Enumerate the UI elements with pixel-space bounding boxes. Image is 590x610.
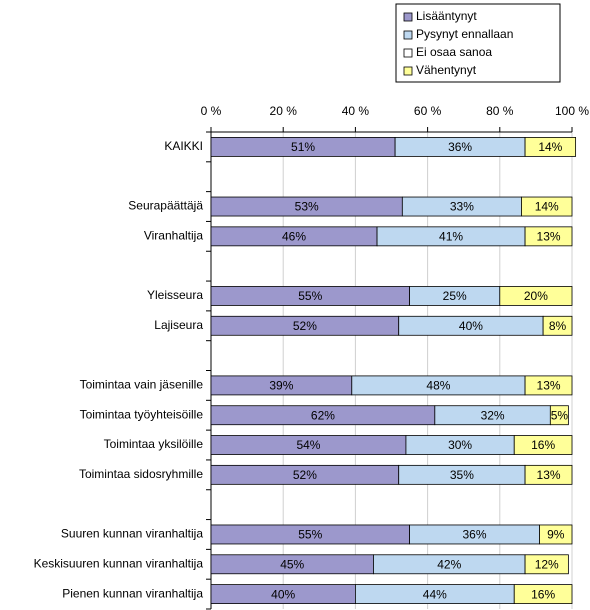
value-label: 13% [537,468,561,482]
value-label: 20% [524,289,548,303]
y-tick-label: Toimintaa työyhteisöille [80,407,204,421]
value-label: 30% [448,438,472,452]
legend-box [395,3,561,83]
value-label: 36% [463,528,487,542]
value-label: 12% [535,557,559,571]
value-label: 14% [538,140,562,154]
value-label: 40% [271,587,295,601]
bar-segment [521,196,573,217]
legend-label: Ei osaa sanoa [416,45,492,59]
y-tick-label: Suuren kunnan viranhaltija [61,527,203,541]
legend-swatch [403,12,413,22]
legend-swatch [403,48,413,58]
value-label: 48% [426,379,450,393]
y-tick-label: KAIKKI [164,139,203,153]
y-tick-label: Viranhaltija [144,229,203,243]
y-tick-label: Seurapäättäjä [128,199,203,213]
value-label: 16% [531,438,555,452]
y-tick-label: Lajiseura [154,318,203,332]
bar-segment [539,524,573,545]
bar-segment [513,435,573,455]
x-tick-label: 20 % [270,104,298,118]
x-tick-label: 60 % [414,104,442,118]
value-label: 53% [295,200,319,214]
value-label: 8% [549,319,567,333]
value-label: 33% [450,200,474,214]
value-label: 13% [537,230,561,244]
y-tick-label: Toimintaa sidosryhmille [79,467,203,481]
value-label: 52% [293,319,317,333]
value-label: 9% [547,528,565,542]
value-label: 42% [437,557,461,571]
value-label: 13% [537,379,561,393]
value-label: 16% [531,587,555,601]
legend-label: Vähentynyt [416,63,477,77]
bar-segment [513,584,573,604]
legend-label: Pysynyt ennallaan [416,27,513,41]
legend-swatch [403,66,413,76]
value-label: 32% [481,408,505,422]
value-label: 41% [439,230,463,244]
x-tick-label: 100 % [555,104,589,118]
legend-label: Lisääntynyt [416,9,477,23]
value-label: 40% [459,319,483,333]
bar-segment [524,137,577,157]
value-label: 51% [291,140,315,154]
value-label: 52% [293,468,317,482]
y-tick-label: Keskisuuren kunnan viranhaltija [34,556,204,570]
bar-segment [499,286,573,306]
x-tick-label: 80 % [486,104,514,118]
value-label: 36% [448,140,472,154]
value-label: 62% [311,408,335,422]
value-label: 55% [298,289,322,303]
value-label: 35% [450,468,474,482]
y-tick-label: Pienen kunnan viranhaltija [62,586,203,600]
bar-segment [524,226,573,247]
value-label: 46% [282,230,306,244]
value-label: 25% [443,289,467,303]
value-label: 44% [423,587,447,601]
y-tick-label: Toimintaa yksilöille [104,437,204,451]
value-label: 54% [296,438,320,452]
legend-swatch [403,30,413,40]
y-tick-label: Yleisseura [147,288,203,302]
bar-segment [524,375,573,396]
value-label: 5% [551,408,569,422]
y-tick-label: Toimintaa vain jäsenille [80,378,204,392]
x-tick-label: 40 % [342,104,370,118]
value-label: 55% [298,528,322,542]
value-label: 39% [269,379,293,393]
bar-segment [524,464,573,485]
bar-segment [542,315,573,336]
bar-segment [549,405,569,426]
value-label: 14% [535,200,559,214]
value-label: 45% [280,557,304,571]
bar-segment [524,554,569,575]
x-tick-label: 0 % [201,104,222,118]
